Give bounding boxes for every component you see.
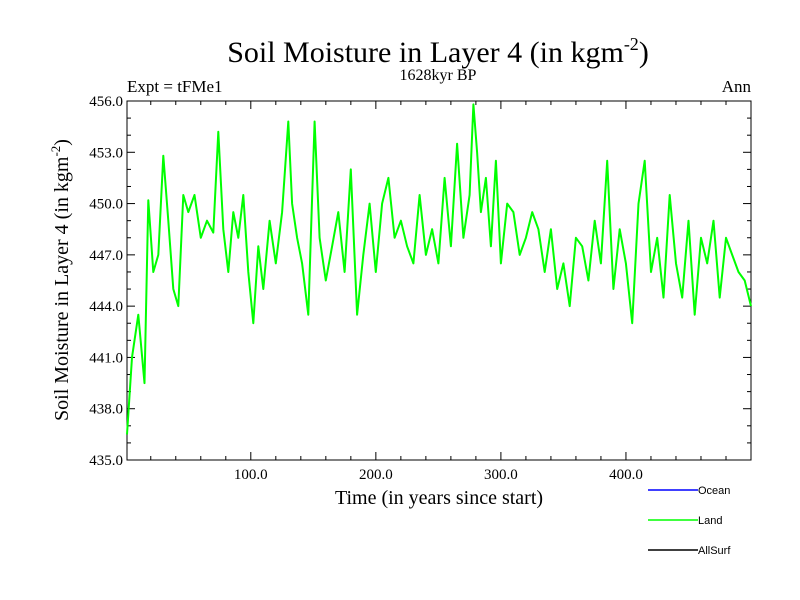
plot-frame [126,100,752,461]
experiment-label: Expt = tFMe1 [127,77,223,96]
x-tick-label: 300.0 [484,467,518,483]
x-tick-label: 100.0 [234,467,268,483]
y-axis-label: Soil Moisture in Layer 4 (in kgm-2) [48,139,73,421]
y-tick-label: 438.0 [89,402,123,418]
y-tick-label: 453.0 [89,145,123,161]
y-tick-label: 450.0 [89,197,123,213]
y-tick-label: 447.0 [89,248,123,264]
axis-ticks [127,100,751,461]
x-axis-label: Time (in years since start) [335,487,543,509]
x-tick-label: 200.0 [359,467,393,483]
chart-titles: Soil Moisture in Layer 4 (in kgm-2) 1628… [127,34,751,96]
chart-subtitle: 1628kyr BP [400,67,477,84]
y-tick-label: 441.0 [89,350,123,366]
legend-label-land: Land [698,515,722,527]
chart-title: Soil Moisture in Layer 4 (in kgm-2) [227,34,649,69]
y-tick-label: 435.0 [89,453,123,469]
y-tick-label: 456.0 [89,94,123,110]
season-label: Ann [722,77,752,96]
legend: Ocean Land AllSurf [648,485,731,557]
legend-label-ocean: Ocean [698,485,730,497]
x-tick-label: 400.0 [609,467,643,483]
tick-labels: 100.0 200.0 300.0 400.0 435.0 438.0 441.0 444.0… [89,94,643,483]
y-tick-label: 444.0 [89,299,123,315]
series-line-land [126,103,752,435]
series-group [126,103,752,435]
legend-label-allsurf: AllSurf [698,545,731,557]
plot-area [126,100,752,461]
